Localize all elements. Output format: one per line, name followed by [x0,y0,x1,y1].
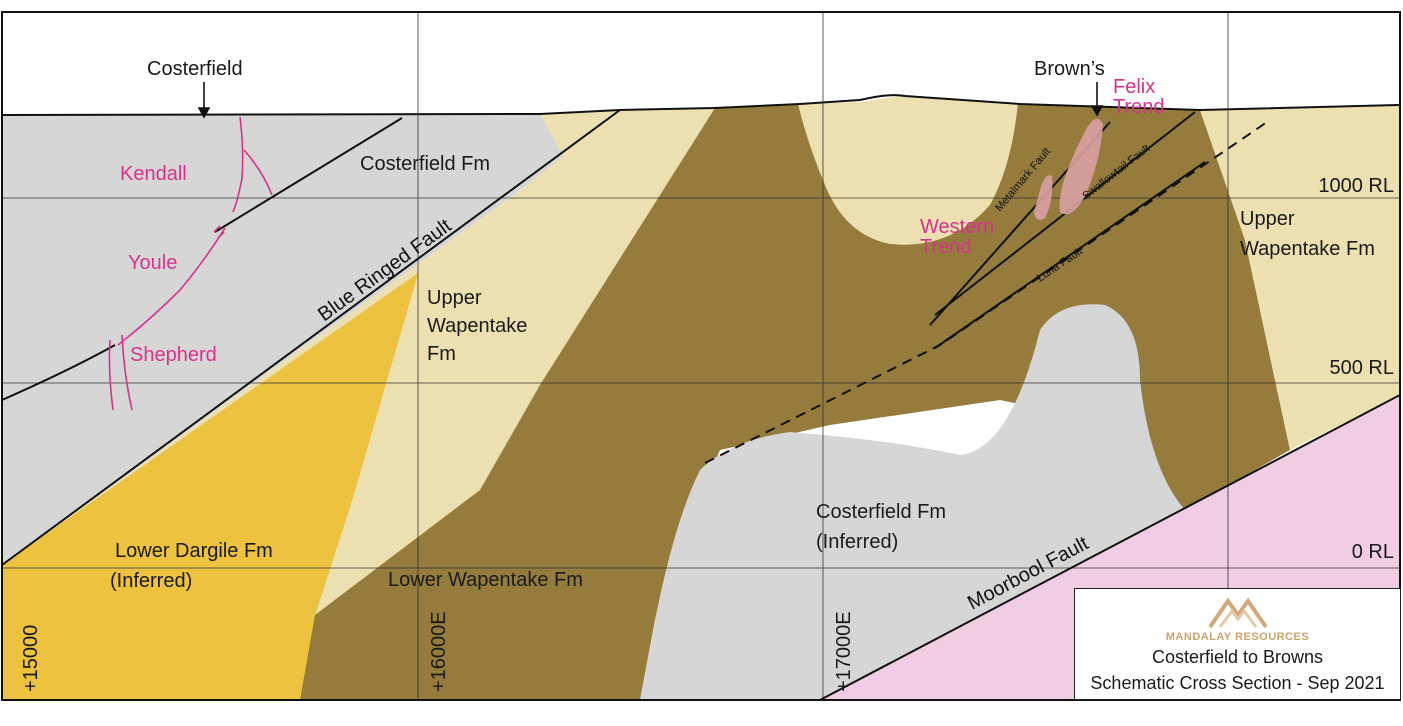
label-youle: Youle [128,252,177,274]
label-costerfield-fm: Costerfield Fm [360,153,490,175]
label-costerfield-location: Costerfield [147,58,243,80]
label-shepherd: Shepherd [130,344,217,366]
label-upper-wapentake-right-2: Wapentake Fm [1240,238,1375,260]
frame [1,11,1401,701]
costerfield-fault-upper [214,117,403,233]
label-upper-wapentake-left-1: Upper [427,287,482,309]
label-rl-1000: 1000 RL [1318,175,1394,197]
mountain-logo-icon [1207,597,1268,629]
surface-line [1,94,1401,116]
label-western-trend-1: Western [920,216,994,238]
mandalay-logo [1075,595,1400,634]
label-upper-wapentake-left-3: Fm [427,343,456,365]
unit-upper-wapentake-right [1200,105,1400,450]
label-upper-wapentake-left-2: Wapentake [427,315,527,337]
label-lower-dargile-1: Lower Dargile Fm [115,540,273,562]
location-markers [197,82,1104,119]
felix-trend-shape [1059,118,1103,215]
label-easting-17000: +17000E [833,611,855,692]
youle-vein [117,227,226,346]
label-felix-trend-2: Trend [1113,96,1165,118]
blue-ringed-fault-line [1,109,621,566]
kendall-vein-branch [243,149,273,196]
dashed-fault [704,119,1271,464]
trends [1034,118,1103,220]
shepherd-vein-2 [121,334,133,411]
title-block-subtitle: Schematic Cross Section - Sep 2021 [1090,673,1385,693]
label-rl-500: 500 RL [1330,357,1395,379]
unit-upper-wapentake-wedge [315,108,715,615]
label-easting-15000: +15000 [20,625,42,692]
title-block-title: Costerfield to Browns [1151,647,1324,667]
title-block: MANDALAY RESOURCES Costerfield to Browns… [1074,588,1401,700]
sky [2,12,1400,115]
costerfield-fault-lower [1,344,116,401]
company-name: MANDALAY RESOURCES [1165,631,1310,643]
youle-vein-joint [213,225,225,239]
label-lower-dargile-2: (Inferred) [110,570,192,592]
label-easting-16000: +16000E [428,611,450,692]
unit-costerfield-upper [2,114,565,565]
grid [2,12,1400,700]
kendall-vein [232,116,244,213]
veins [108,116,273,411]
label-felix-trend-1: Felix [1113,76,1155,98]
shepherd-vein-1 [108,339,114,411]
label-costerfield-inferred-1: Costerfield Fm [816,501,946,523]
unit-costerfield-inferred [640,304,1185,700]
label-upper-wapentake-right-1: Upper [1240,208,1295,230]
label-western-trend-2: Trend [920,236,972,258]
label-lower-wapentake: Lower Wapentake Fm [388,569,583,591]
unit-lower-dargile [2,273,418,700]
moorbool-fault-line [819,394,1401,701]
unit-upper-wapentake-dome [798,95,1018,245]
label-browns-location: Brown’s [1034,58,1105,80]
western-trend-shape [1034,175,1053,220]
label-rl-0: 0 RL [1352,541,1394,563]
label-kendall: Kendall [120,163,187,185]
label-costerfield-inferred-2: (Inferred) [816,531,898,553]
